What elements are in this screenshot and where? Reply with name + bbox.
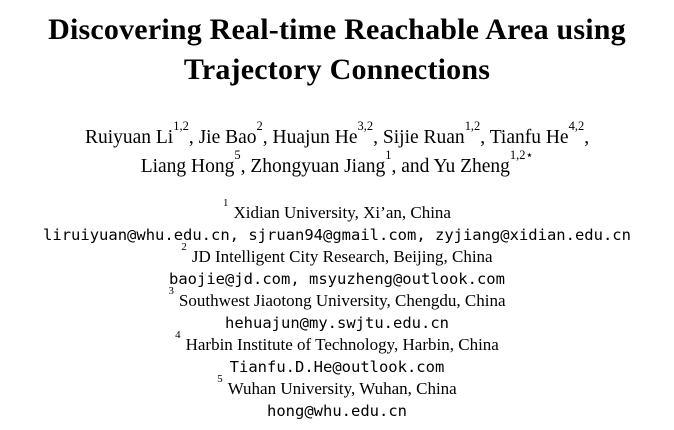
affiliation-emails: hehuajun@my.swjtu.edu.cn [225, 314, 449, 332]
author-affiliation-superscript: 1,2 [464, 118, 481, 133]
affiliation-institution-line: 2 JD Intelligent City Research, Beijing, … [0, 242, 674, 268]
author-name: Jie Bao [198, 127, 257, 148]
author-separator: , [240, 156, 251, 177]
affiliation-number-superscript: 2 [181, 241, 187, 254]
affiliation-institution-line: 1 Xidian University, Xi’an, China [0, 198, 674, 224]
affiliation-emails: baojie@jd.com, msyuzheng@outlook.com [169, 270, 505, 288]
author-line: Liang Hong5, Zhongyuan Jiang1, and Yu Zh… [0, 148, 674, 181]
author-affiliation-superscript: 5 [234, 147, 241, 162]
affiliation-number-superscript: 3 [168, 285, 174, 298]
affiliation-emails: Tianfu.D.He@outlook.com [229, 358, 445, 376]
author-name: Liang Hong [140, 156, 235, 177]
affiliation-institution: Harbin Institute of Technology, Harbin, … [185, 335, 499, 354]
affiliation-institution-line: 5 Wuhan University, Wuhan, China [0, 374, 674, 400]
author-affiliation-superscript: 3,2 [357, 118, 374, 133]
author-separator: , [188, 127, 199, 148]
author-separator: , [262, 127, 273, 148]
author-name: Huajun He [272, 127, 358, 148]
author-affiliation-superscript: 1 [385, 147, 392, 162]
affiliation-list: 1 Xidian University, Xi’an, China liruiyua… [0, 198, 674, 422]
paper-title: Discovering Real-time Reachable Area usi… [0, 0, 674, 90]
author-name: Sijie Ruan [382, 127, 465, 148]
author-affiliation-superscript: 1,2⋆ [509, 147, 534, 162]
affiliation-institution-line: 3 Southwest Jiaotong University, Chengdu,… [0, 286, 674, 312]
author-separator: , and [391, 156, 434, 177]
paper-title-line1: Discovering Real-time Reachable Area usi… [48, 13, 626, 46]
author-affiliation-superscript: 1,2 [173, 118, 189, 133]
author-list: Ruiyuan Li1,2, Jie Bao2, Huajun He3,2, S… [0, 119, 674, 181]
author-name: Tianfu He [489, 127, 569, 148]
affiliation-emails: liruiyuan@whu.edu.cn, sjruan94@gmail.com… [43, 226, 631, 244]
affiliation-number-superscript: 5 [217, 373, 223, 386]
author-affiliation-superscript: 2 [256, 118, 263, 133]
affiliation-institution: JD Intelligent City Research, Beijing, C… [191, 247, 493, 266]
author-separator: , [373, 127, 383, 148]
author-line: Ruiyuan Li1,2, Jie Bao2, Huajun He3,2, S… [0, 119, 674, 152]
author-name: Yu Zheng [433, 156, 510, 177]
affiliation-emails: hong@whu.edu.cn [267, 402, 407, 420]
author-affiliation-superscript: 4,2 [568, 118, 585, 133]
affiliation-number-superscript: 1 [223, 197, 229, 210]
author-separator: , [480, 127, 490, 148]
affiliation-institution: Wuhan University, Wuhan, China [227, 379, 457, 398]
author-separator: , [584, 127, 590, 148]
author-name: Ruiyuan Li [84, 127, 174, 148]
affiliation-institution: Xidian University, Xi’an, China [233, 203, 451, 222]
affiliation-institution-line: 4 Harbin Institute of Technology, Harbin,… [0, 330, 674, 356]
author-name: Zhongyuan Jiang [250, 156, 386, 177]
affiliation-number-superscript: 4 [175, 329, 181, 342]
affiliation-institution: Southwest Jiaotong University, Chengdu, … [178, 291, 506, 310]
paper-title-line2: Trajectory Connections [183, 53, 491, 86]
